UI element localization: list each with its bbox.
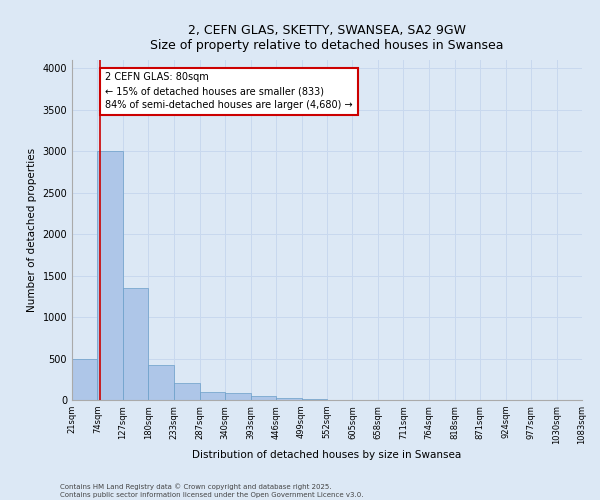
- Bar: [225, 394, 251, 400]
- Bar: [148, 365, 174, 400]
- Bar: [174, 384, 200, 400]
- Bar: [302, 399, 327, 400]
- Bar: [200, 392, 225, 400]
- Bar: [251, 396, 276, 400]
- Bar: [123, 288, 148, 400]
- Bar: [276, 398, 302, 400]
- X-axis label: Distribution of detached houses by size in Swansea: Distribution of detached houses by size …: [193, 450, 461, 460]
- Bar: [97, 151, 123, 400]
- Text: 2 CEFN GLAS: 80sqm
← 15% of detached houses are smaller (833)
84% of semi-detach: 2 CEFN GLAS: 80sqm ← 15% of detached hou…: [105, 72, 353, 110]
- Y-axis label: Number of detached properties: Number of detached properties: [27, 148, 37, 312]
- Title: 2, CEFN GLAS, SKETTY, SWANSEA, SA2 9GW
Size of property relative to detached hou: 2, CEFN GLAS, SKETTY, SWANSEA, SA2 9GW S…: [150, 24, 504, 52]
- Text: Contains HM Land Registry data © Crown copyright and database right 2025.
Contai: Contains HM Land Registry data © Crown c…: [60, 484, 364, 498]
- Bar: [72, 358, 97, 400]
